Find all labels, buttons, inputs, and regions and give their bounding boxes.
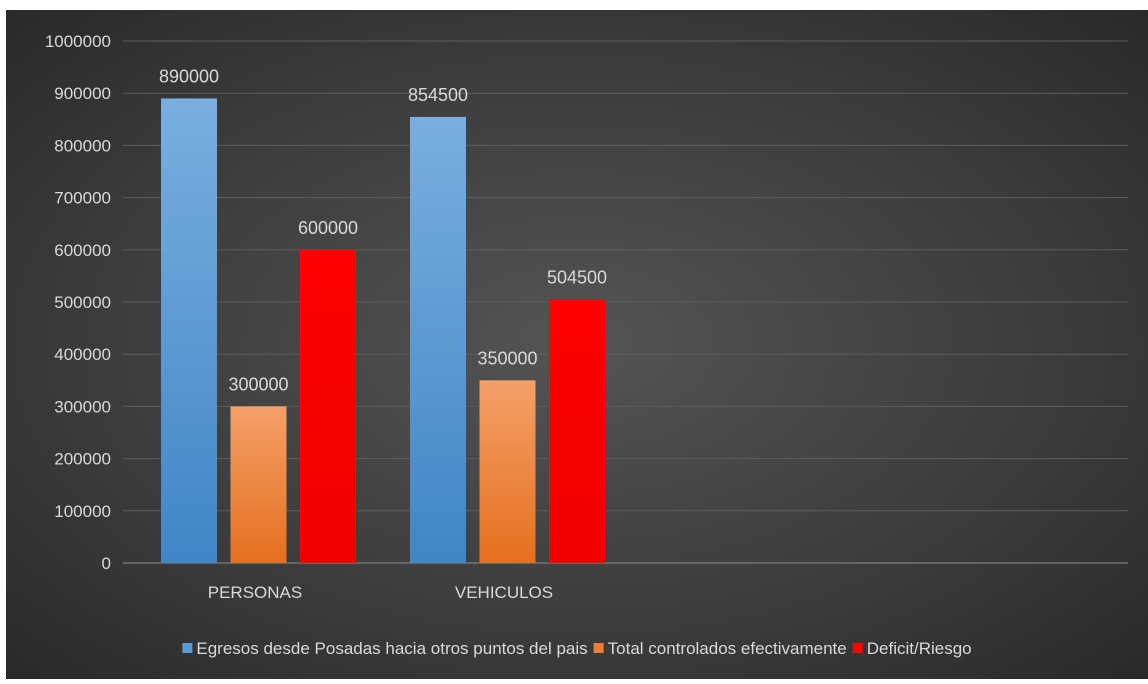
bar bbox=[161, 98, 217, 564]
data-label: 350000 bbox=[477, 348, 537, 368]
data-label: 600000 bbox=[298, 218, 358, 238]
data-label: 854500 bbox=[408, 85, 468, 105]
y-tick-label: 400000 bbox=[54, 345, 111, 364]
y-tick-label: 900000 bbox=[54, 84, 111, 103]
bar bbox=[479, 380, 536, 563]
y-axis: 0 100000 200000 300000 400000 500000 600000 700… bbox=[45, 32, 111, 573]
legend: Egresos desde Posadas hacia otros puntos… bbox=[182, 639, 972, 658]
x-tick-label: VEHICULOS bbox=[455, 583, 553, 602]
legend-swatch bbox=[852, 643, 863, 653]
y-tick-label: 1000000 bbox=[45, 32, 111, 51]
y-tick-label: 0 bbox=[102, 554, 111, 573]
y-tick-label: 700000 bbox=[54, 189, 111, 208]
data-labels: 890000 300000 600000 854500 350000 504500 bbox=[159, 66, 607, 394]
data-label: 300000 bbox=[228, 374, 288, 394]
legend-label: Total controlados efectivamente bbox=[608, 639, 847, 658]
bar bbox=[230, 406, 287, 563]
y-tick-label: 600000 bbox=[54, 241, 111, 260]
gridlines bbox=[123, 40, 1128, 564]
x-axis: PERSONAS VEHICULOS bbox=[208, 583, 553, 602]
legend-swatch bbox=[593, 643, 604, 653]
y-tick-label: 200000 bbox=[54, 450, 111, 469]
bars bbox=[161, 98, 605, 564]
y-tick-label: 100000 bbox=[54, 502, 111, 521]
legend-label: Egresos desde Posadas hacia otros puntos… bbox=[196, 639, 587, 658]
y-tick-label: 500000 bbox=[54, 293, 111, 312]
bar bbox=[410, 116, 466, 564]
legend-label: Deficit/Riesgo bbox=[867, 639, 972, 658]
y-tick-label: 800000 bbox=[54, 136, 111, 155]
data-label: 890000 bbox=[159, 66, 219, 86]
bar bbox=[549, 299, 605, 563]
legend-swatch bbox=[182, 643, 193, 653]
bar bbox=[300, 249, 356, 564]
data-label: 504500 bbox=[547, 268, 607, 288]
y-tick-label: 300000 bbox=[54, 397, 111, 416]
x-tick-label: PERSONAS bbox=[208, 583, 302, 602]
